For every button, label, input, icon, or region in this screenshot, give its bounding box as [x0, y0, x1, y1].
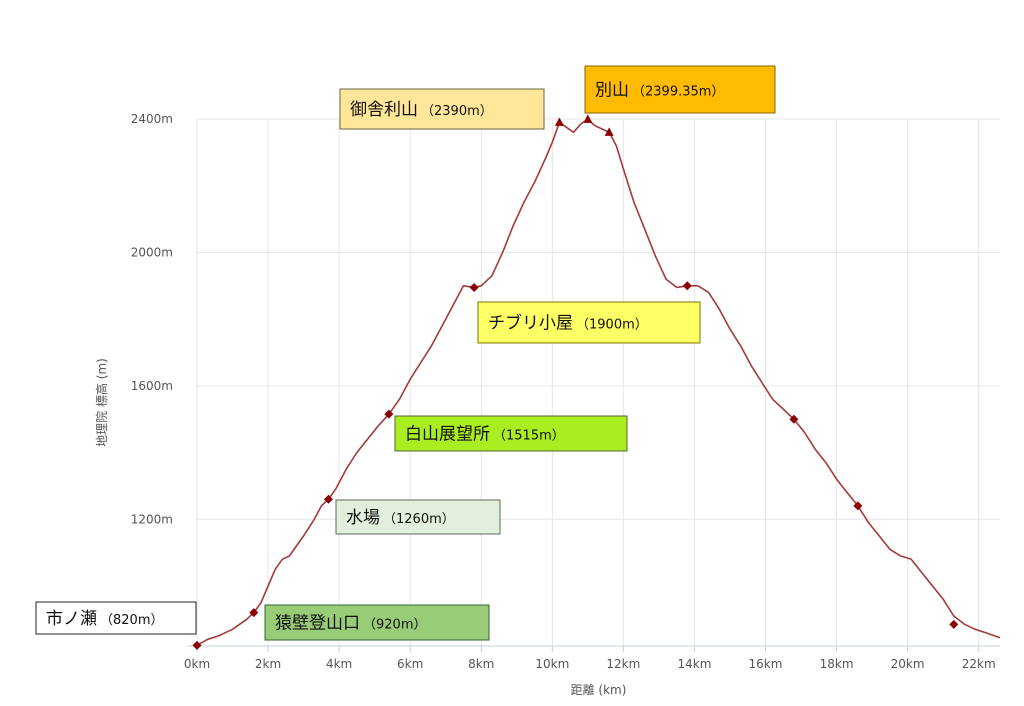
x-tick-label: 20km	[891, 657, 925, 671]
summit-triangle-marker	[583, 114, 593, 123]
y-tick-label: 1600m	[131, 379, 173, 393]
x-tick-label: 16km	[749, 657, 783, 671]
callout-name: 白山展望所	[405, 425, 490, 445]
y-tick-label: 2400m	[131, 112, 173, 126]
callout-text: 猿壁登山口 （920m）	[275, 614, 426, 634]
callout-elevation: （2390m）	[421, 104, 493, 119]
x-axis-title: 距離 (km)	[571, 683, 627, 697]
waypoint-diamond-marker	[192, 640, 202, 650]
callout-name: 御舎利山	[350, 100, 418, 120]
x-tick-label: 6km	[397, 657, 423, 671]
callout-elevation: （2399.35m）	[632, 85, 724, 100]
line-layer	[196, 118, 1001, 646]
callout-elevation: （920m）	[363, 618, 426, 633]
callout-elevation: （820m）	[100, 613, 163, 628]
waypoint-diamond-marker	[249, 608, 259, 618]
callout-box	[335, 499, 501, 535]
callout-name: チブリ小屋	[488, 313, 573, 334]
callout-name: 別山	[595, 81, 629, 101]
callout-box	[35, 601, 197, 635]
x-tick-label: 18km	[820, 657, 854, 671]
callout-name: 市ノ瀬	[46, 609, 97, 629]
x-tick-label: 10km	[535, 657, 569, 671]
callout-layer: 市ノ瀬 （820m） 猿壁登山口 （920m） 水場 （1260m） 白山展望所 （1515m…	[35, 65, 776, 641]
callout-box	[394, 415, 628, 452]
x-tick-label: 4km	[326, 657, 352, 671]
callout-name: 水場	[346, 508, 380, 528]
waypoint-diamond-marker	[789, 414, 799, 424]
waypoint-callout: 猿壁登山口 （920m）	[264, 604, 490, 641]
marker-layer	[192, 114, 959, 650]
waypoint-callout: 市ノ瀬 （820m）	[35, 601, 197, 635]
elevation-series-line	[196, 118, 1001, 646]
x-tick-label: 8km	[468, 657, 494, 671]
summit-triangle-marker	[604, 127, 614, 136]
callout-box	[264, 604, 490, 641]
waypoint-diamond-marker	[469, 282, 479, 292]
x-tick-label: 2km	[255, 657, 281, 671]
callout-box	[339, 88, 545, 130]
callout-elevation: （1515m）	[493, 429, 565, 444]
callout-box	[584, 65, 776, 114]
waypoint-diamond-marker	[949, 619, 959, 629]
waypoint-callout: 別山 （2399.35m）	[584, 65, 776, 114]
axis-layer: 0km 2km 4km 6km 8km 10km 12km 14km 16km 18km 20km 2…	[94, 112, 1000, 697]
y-tick-label: 2000m	[131, 245, 173, 259]
callout-name: 猿壁登山口	[275, 614, 360, 634]
waypoint-diamond-marker	[682, 281, 692, 291]
summit-triangle-marker	[554, 117, 564, 126]
callout-text: 市ノ瀬 （820m）	[46, 609, 163, 629]
callout-elevation: （1260m）	[383, 512, 455, 527]
callout-text: チブリ小屋 （1900m）	[488, 313, 648, 334]
x-tick-label: 0km	[184, 657, 210, 671]
callout-text: 水場 （1260m）	[346, 508, 455, 528]
waypoint-callout: チブリ小屋 （1900m）	[477, 301, 701, 344]
x-tick-label: 14km	[677, 657, 711, 671]
y-tick-label: 1200m	[131, 512, 173, 526]
waypoint-diamond-marker	[853, 501, 863, 511]
x-tick-label: 12km	[606, 657, 640, 671]
waypoint-diamond-marker	[323, 494, 333, 504]
waypoint-callout: 御舎利山 （2390m）	[339, 88, 545, 130]
callout-text: 別山 （2399.35m）	[595, 81, 724, 101]
callout-box	[477, 301, 701, 344]
grid-layer	[196, 118, 1000, 646]
callout-elevation: （1900m）	[576, 318, 648, 333]
waypoint-callout: 白山展望所 （1515m）	[394, 415, 628, 452]
x-tick-label: 22km	[962, 657, 996, 671]
waypoint-diamond-marker	[384, 409, 394, 419]
callout-text: 白山展望所 （1515m）	[405, 425, 565, 445]
waypoint-callout: 水場 （1260m）	[335, 499, 501, 535]
y-axis-title: 地理院 標高 (m)	[94, 358, 109, 447]
callout-text: 御舎利山 （2390m）	[350, 100, 493, 120]
